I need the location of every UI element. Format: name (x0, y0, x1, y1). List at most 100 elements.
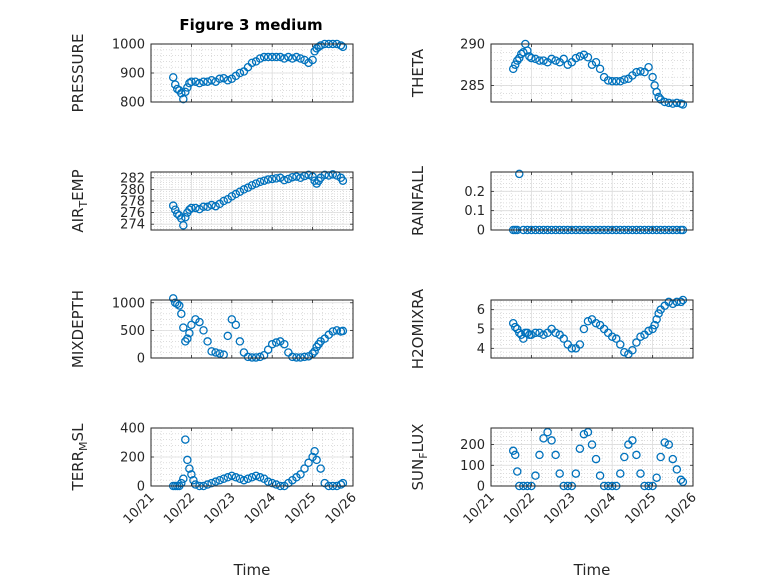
data-point (508, 446, 518, 456)
data-point (591, 57, 601, 67)
data-point (636, 67, 645, 76)
y-tick-label: 900 (120, 67, 145, 82)
data-point (676, 475, 686, 485)
data-point (575, 444, 585, 453)
data-point (255, 473, 265, 482)
data-point (338, 478, 348, 488)
y-axis-label: MIXDEPTH (69, 290, 87, 368)
data-point (296, 173, 305, 183)
data-point (539, 434, 548, 443)
data-point (255, 54, 265, 63)
x-tick-label: 10/24 (242, 490, 279, 527)
x-tick-label: 10/25 (622, 490, 659, 527)
data-point (523, 46, 532, 55)
data-point (535, 328, 544, 338)
data-point (223, 473, 233, 482)
data-point (654, 92, 663, 102)
data-point (199, 77, 208, 86)
data-point (664, 98, 674, 108)
data-point (632, 67, 641, 77)
data-point (296, 54, 305, 63)
y-axis-label-main: MIXDEPTH (69, 290, 87, 368)
y-axis-label-rest: EMP (69, 169, 87, 200)
data-point (187, 203, 196, 213)
data-point (263, 477, 273, 486)
y-axis-label-main: PRESSURE (69, 34, 87, 113)
data-point (296, 470, 305, 479)
data-point (644, 326, 653, 336)
y-tick-label: 0 (477, 480, 485, 495)
data-point (632, 450, 641, 460)
data-point (551, 328, 560, 338)
data-point (650, 320, 659, 330)
data-point (591, 318, 601, 328)
data-point (235, 337, 245, 346)
data-point (664, 297, 674, 307)
data-point (235, 68, 245, 78)
subplot-7: 0 200 400 10/21 10/22 10/23 10/24 10/25 10/26 Tim… (69, 422, 360, 580)
data-point (616, 77, 625, 86)
data-point (288, 172, 297, 182)
data-point (251, 353, 261, 362)
data-point (583, 317, 593, 326)
data-point (227, 315, 237, 324)
data-point (271, 338, 281, 347)
data-point (247, 58, 257, 68)
x-axis-label: Time (573, 561, 611, 579)
data-point (531, 471, 540, 480)
data-point (263, 175, 273, 184)
data-point (231, 320, 241, 330)
data-point (284, 52, 293, 62)
data-point (551, 450, 560, 460)
data-point (328, 327, 338, 336)
data-series (168, 39, 348, 104)
data-point (187, 77, 196, 86)
data-point (292, 172, 301, 181)
data-point (660, 438, 669, 447)
y-tick-label: 290 (460, 38, 485, 53)
data-point (170, 205, 180, 214)
data-point (280, 54, 289, 63)
data-point (310, 347, 319, 356)
data-point (648, 72, 657, 82)
data-series (168, 170, 348, 230)
data-point (312, 455, 321, 465)
y-axis-label-main: SUN (409, 459, 427, 491)
y-tick-label: 0.1 (464, 204, 485, 219)
y-axis-label-sub: T (77, 201, 90, 209)
data-point (632, 338, 641, 347)
data-point (547, 436, 556, 445)
data-point (672, 465, 682, 474)
data-point (575, 52, 585, 61)
data-point (243, 474, 253, 483)
data-point (211, 348, 220, 357)
data-point (219, 73, 228, 83)
y-axis-label-main: AIR (69, 208, 87, 233)
data-point (168, 294, 178, 303)
y-axis-label: H2OMIXRA (409, 288, 427, 369)
data-point (338, 42, 348, 52)
data-point (338, 326, 348, 336)
data-point (267, 174, 277, 184)
y-tick-label: 0 (137, 480, 145, 495)
x-tick-label: 10/23 (542, 490, 579, 527)
data-point (280, 175, 289, 185)
data-point (316, 464, 325, 473)
data-point (207, 478, 216, 488)
data-point (543, 427, 552, 437)
y-tick-label: 0.2 (464, 185, 485, 200)
y-tick-label: 5 (477, 323, 485, 338)
data-point (332, 326, 342, 335)
data-point (652, 315, 661, 324)
data-point (300, 352, 309, 362)
data-point (215, 74, 224, 84)
data-point (628, 436, 637, 445)
data-point (595, 64, 605, 74)
data-point (207, 76, 216, 85)
data-point (607, 77, 617, 86)
data-point (515, 169, 524, 179)
data-point (300, 464, 309, 473)
data-point (199, 326, 208, 335)
data-point (676, 297, 686, 307)
